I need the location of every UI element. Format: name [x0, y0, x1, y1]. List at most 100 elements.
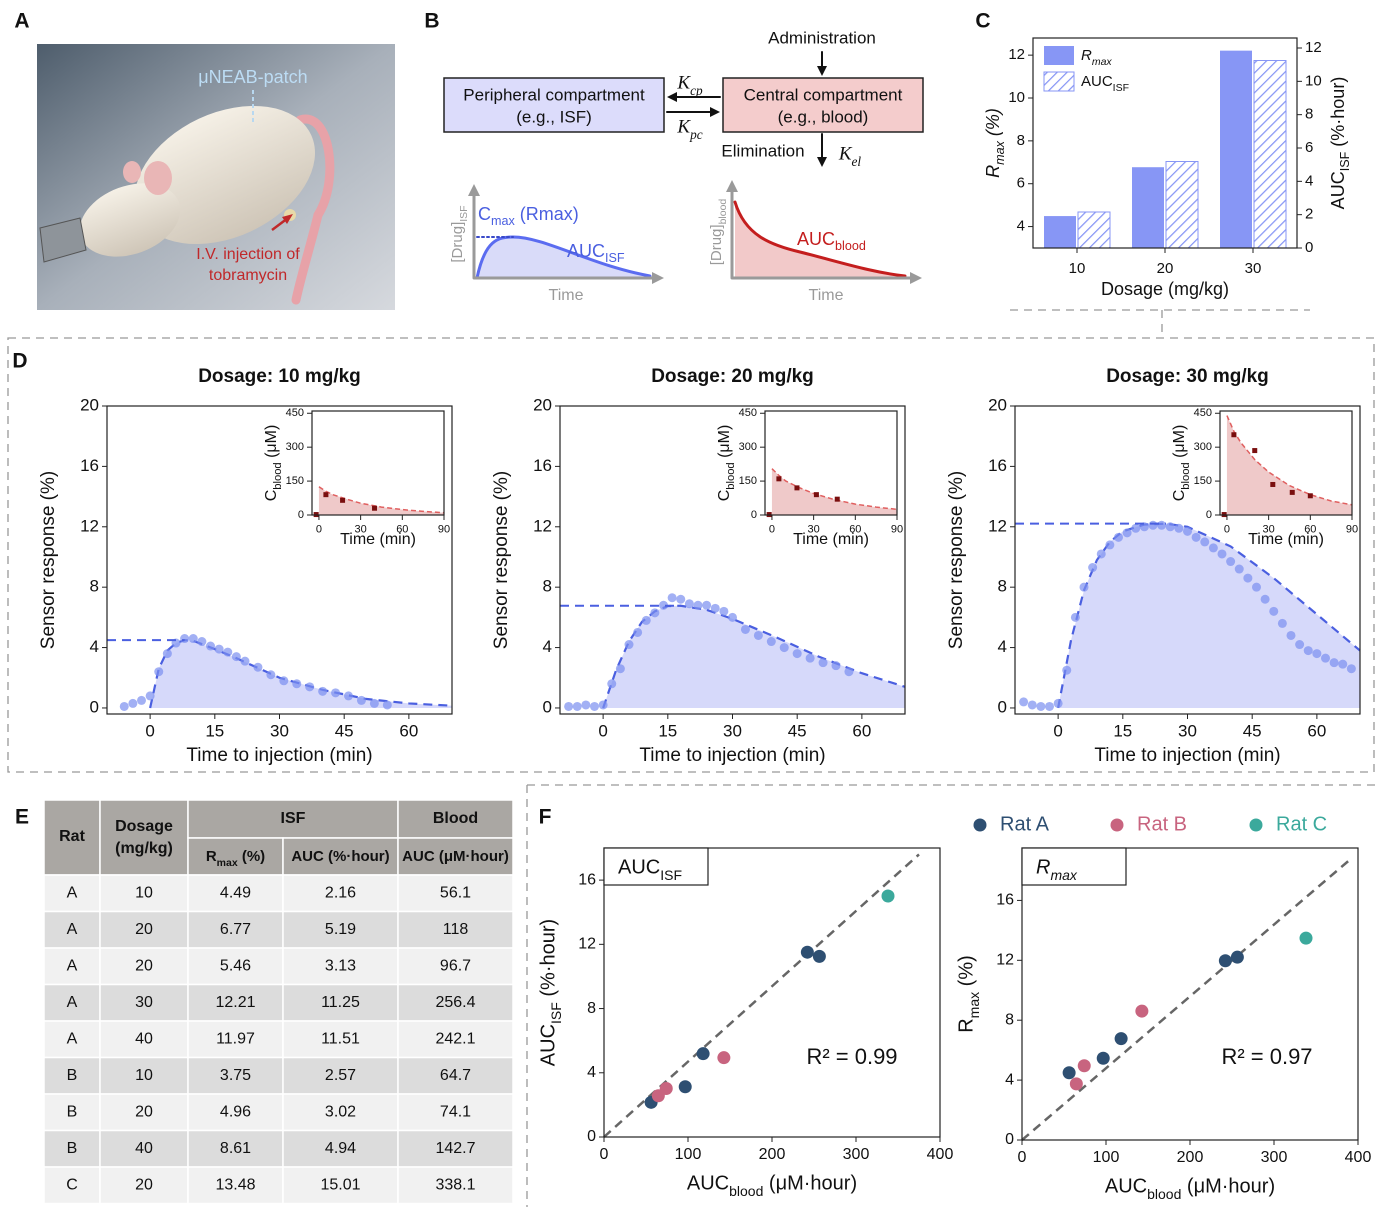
y-tick-label: 12 [578, 936, 596, 953]
y-tick-label: 8 [587, 1000, 596, 1017]
y-tick-label: 150 [1194, 475, 1212, 487]
point [215, 645, 224, 654]
x-tick-label: 60 [852, 722, 871, 741]
y2-tick-label: 12 [1305, 39, 1322, 56]
y-tick-label: 4 [543, 637, 552, 656]
point [1183, 527, 1192, 536]
point [1218, 549, 1227, 558]
point [1231, 951, 1244, 964]
point [1269, 607, 1278, 616]
table-header: (mg/kg) [115, 840, 173, 857]
point [1308, 493, 1313, 498]
point [1097, 1052, 1110, 1065]
y-axis-label: AUCISF (%·hour) [537, 919, 563, 1066]
table-cell-text: 11.25 [321, 994, 360, 1011]
y2-axis-label: AUCISF (%·hour) [1328, 77, 1353, 210]
x-tick-label: 30 [270, 722, 289, 741]
y-axis-label: Rmax (%) [983, 108, 1008, 178]
point [154, 667, 163, 676]
point [120, 702, 129, 711]
subscript: ISF [548, 1002, 564, 1024]
x-tick-label: 10 [1069, 260, 1086, 277]
x-axis-label: AUCblood (μM·hour) [1105, 1175, 1275, 1201]
point [279, 676, 288, 685]
subscript: max [1050, 867, 1077, 883]
x-axis-label: Dosage (mg/kg) [1101, 279, 1229, 299]
y-tick-label: 4 [1017, 218, 1025, 235]
box-label: Peripheral compartment [463, 85, 645, 104]
y-tick-label: 20 [533, 395, 552, 414]
y-tick-label: 20 [80, 395, 99, 414]
table-cell-text: 3.75 [220, 1067, 251, 1084]
point [340, 498, 345, 503]
point [1300, 932, 1313, 945]
point [1149, 521, 1158, 530]
point [1019, 697, 1028, 706]
table-cell-text: 40 [135, 1140, 153, 1157]
subscript: ISF [458, 205, 470, 221]
point [814, 492, 819, 497]
legend-marker [1250, 819, 1263, 832]
table-cell-text: 20 [135, 921, 153, 938]
arrow-head [910, 272, 922, 284]
rat-ear [144, 161, 172, 195]
y-tick-label: 8 [1005, 1011, 1014, 1028]
y-tick-label: 300 [286, 441, 304, 453]
subscript: ISF [1113, 82, 1129, 94]
subscript: blood [725, 462, 737, 489]
point [794, 485, 799, 490]
y-tick-label: 0 [1206, 509, 1212, 521]
y-tick-label: 450 [286, 407, 304, 419]
point [599, 700, 608, 709]
point [1097, 549, 1106, 558]
subscript: ISF [1338, 151, 1352, 171]
x-tick-label: 300 [843, 1146, 870, 1163]
box-label: Central compartment [744, 85, 903, 104]
point [1045, 702, 1054, 711]
bar [1166, 162, 1198, 249]
y-tick-label: 450 [1194, 407, 1212, 419]
point [331, 688, 340, 697]
point [189, 634, 198, 643]
table-cell-text: 3.13 [325, 958, 356, 975]
point [197, 637, 206, 646]
y2-tick-label: 0 [1305, 239, 1313, 256]
arrow-head [468, 184, 480, 196]
x-tick-label: 30 [1178, 722, 1197, 741]
point [232, 652, 241, 661]
table-header: Dosage [115, 818, 173, 835]
point [1270, 482, 1275, 487]
fit-area [150, 640, 452, 708]
arrow-head [710, 107, 720, 117]
legend-label: Rat B [1137, 813, 1187, 835]
point [1252, 583, 1261, 592]
point [1157, 521, 1166, 530]
y-tick-label: 12 [1008, 46, 1025, 63]
point [1070, 1077, 1083, 1090]
table-cell-text: 8.61 [220, 1140, 251, 1157]
rate-label: Kcp [676, 72, 703, 97]
point [767, 637, 776, 646]
x-tick-label: 45 [1243, 722, 1262, 741]
x-tick-label: 0 [600, 1146, 609, 1163]
point [793, 649, 802, 658]
point [1321, 654, 1330, 663]
y-tick-label: 0 [90, 697, 99, 716]
subscript: max [491, 214, 515, 228]
table-cell-text: 242.1 [435, 1031, 475, 1048]
bar [1132, 167, 1164, 248]
graph-axis-label: Time [809, 287, 844, 304]
table-cell-text: A [67, 885, 78, 902]
bar [1044, 216, 1076, 248]
table-cell-text: 30 [135, 994, 153, 1011]
point [1123, 528, 1132, 537]
graph-axis-label: [Drug]blood [708, 199, 729, 266]
point [1080, 583, 1089, 592]
patch-label: μNEAB-patch [198, 67, 307, 87]
point [1209, 543, 1218, 552]
table-cell-text: 20 [135, 1177, 153, 1194]
table-cell-text: 3.02 [325, 1104, 356, 1121]
point [581, 700, 590, 709]
x-tick-label: 20 [1157, 260, 1174, 277]
point [323, 492, 328, 497]
